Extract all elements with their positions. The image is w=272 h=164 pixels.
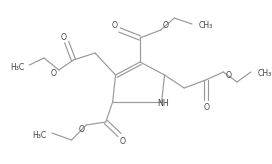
Text: O: O bbox=[51, 69, 57, 78]
Text: O: O bbox=[225, 71, 231, 80]
Text: CH₃: CH₃ bbox=[257, 70, 271, 79]
Text: O: O bbox=[163, 21, 169, 31]
Text: O: O bbox=[78, 124, 84, 133]
Text: NH: NH bbox=[158, 99, 169, 107]
Text: H₃C: H₃C bbox=[32, 131, 46, 140]
Text: O: O bbox=[204, 103, 210, 113]
Text: O: O bbox=[112, 21, 118, 31]
Text: CH₃: CH₃ bbox=[199, 21, 213, 31]
Text: O: O bbox=[119, 137, 125, 146]
Text: H₃C: H₃C bbox=[11, 62, 25, 72]
Text: O: O bbox=[61, 33, 67, 42]
